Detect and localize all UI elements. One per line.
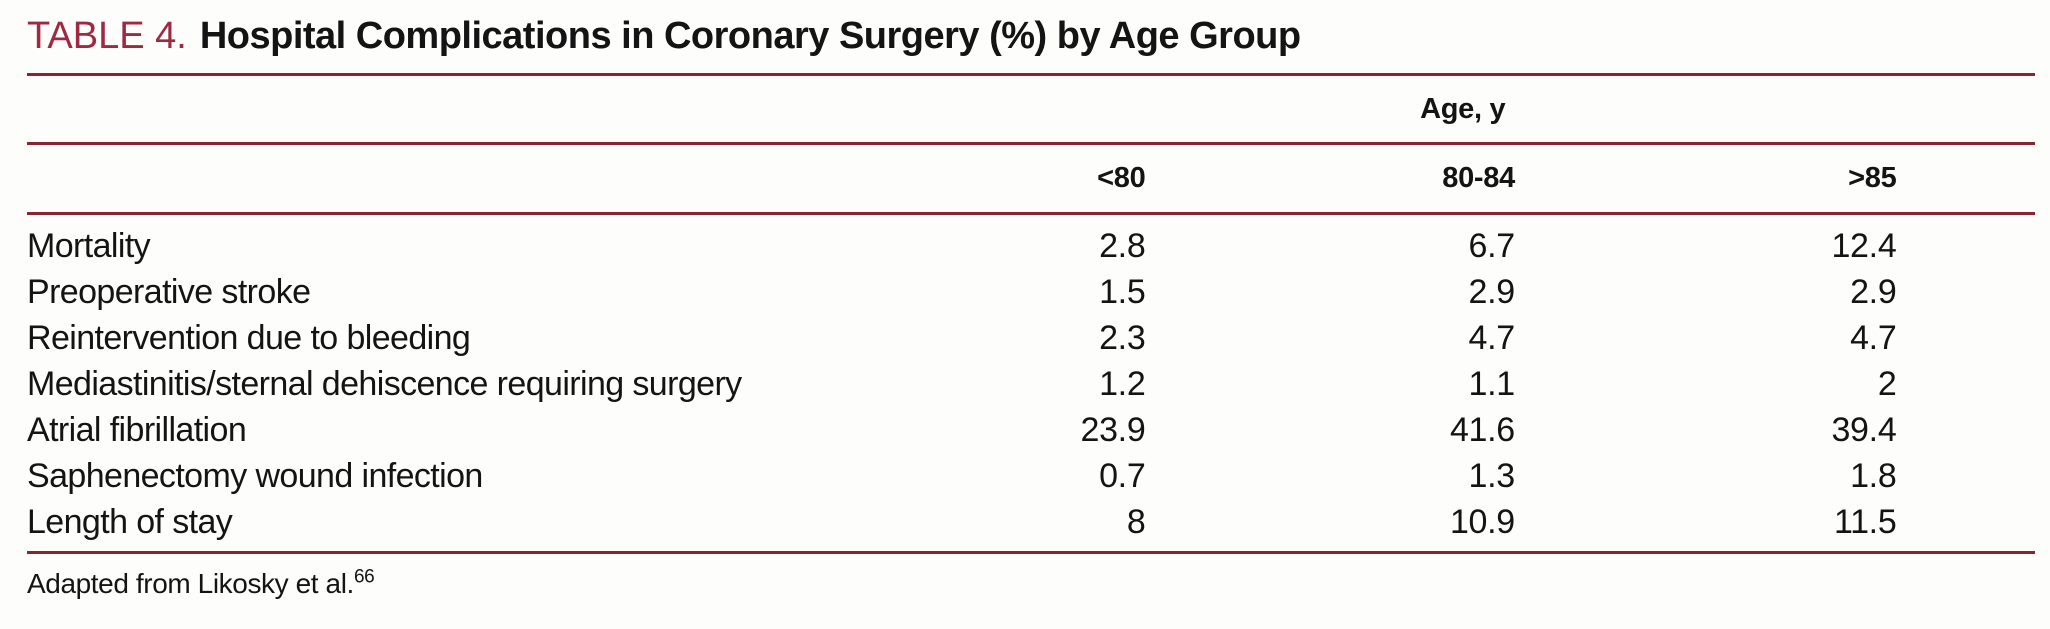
table-row: Preoperative stroke 1.5 2.9 2.9 [27,269,2035,315]
value-cell: 4.7 [1850,318,1897,357]
table-row: Saphenectomy wound infection 0.7 1.3 1.8 [27,453,2035,499]
value-cell: 1.1 [1468,364,1516,403]
value-cell: 11.5 [1833,502,1897,541]
value-cell: 2.9 [1468,272,1516,311]
value-cell: 4.7 [1468,318,1516,357]
value-cell: 8 [1126,502,1146,541]
value-cell: 1.5 [1099,272,1146,311]
value-cell: 2.3 [1099,318,1146,357]
value-cell: 41.6 [1449,410,1515,449]
table-body: Mortality 2.8 6.7 12.4 Preoperative stro… [27,215,2035,554]
value-cell: 2 [1877,364,1897,403]
value-cell: 1.3 [1468,456,1516,495]
value-cell: 12.4 [1831,226,1897,265]
footnote-reference-number: 66 [353,566,375,588]
row-label-cell: Preoperative stroke [27,272,311,311]
table-footnote: Adapted from Likosky et al.66 [27,568,2035,600]
table-row: Atrial fibrillation 23.9 41.6 39.4 [27,407,2035,453]
row-label-cell: Mortality [27,226,151,265]
row-label-cell: Mediastinitis/sternal dehiscence requiri… [27,364,742,403]
column-header-under-80: <80 [1097,162,1146,194]
column-header-over-85: >85 [1848,162,1897,194]
age-spanner-heading: Age, y [1420,92,1506,125]
table-title: Hospital Complications in Coronary Surge… [199,15,1301,57]
row-label-cell: Atrial fibrillation [27,410,247,449]
value-cell: 2.8 [1099,226,1146,265]
value-cell: 1.8 [1850,456,1897,495]
value-cell: 39.4 [1831,410,1897,449]
table-row: Mortality 2.8 6.7 12.4 [27,223,2035,269]
spanner-header-row: Age, y [27,76,2035,145]
value-cell: 23.9 [1080,410,1146,449]
footnote-text: Adapted from Likosky et al. [27,568,354,599]
value-cell: 6.7 [1468,226,1516,265]
table-caption: TABLE 4. Hospital Complications in Coron… [27,0,2035,76]
table-label: TABLE 4. [27,15,187,57]
column-header-row: <80 80-84 >85 [27,145,2035,215]
row-label-cell: Length of stay [27,502,233,541]
row-label-cell: Saphenectomy wound infection [27,456,483,495]
value-cell: 10.9 [1449,502,1515,541]
value-cell: 0.7 [1099,456,1146,495]
value-cell: 1.2 [1099,364,1146,403]
column-header-80-84: 80-84 [1442,162,1515,194]
value-cell: 2.9 [1850,272,1897,311]
row-label-cell: Reintervention due to bleeding [27,318,471,357]
table-content: TABLE 4. Hospital Complications in Coron… [27,0,2035,600]
table-row: Length of stay 8 10.9 11.5 [27,499,2035,545]
table-row: Reintervention due to bleeding 2.3 4.7 4… [27,315,2035,361]
table-row: Mediastinitis/sternal dehiscence requiri… [27,361,2035,407]
